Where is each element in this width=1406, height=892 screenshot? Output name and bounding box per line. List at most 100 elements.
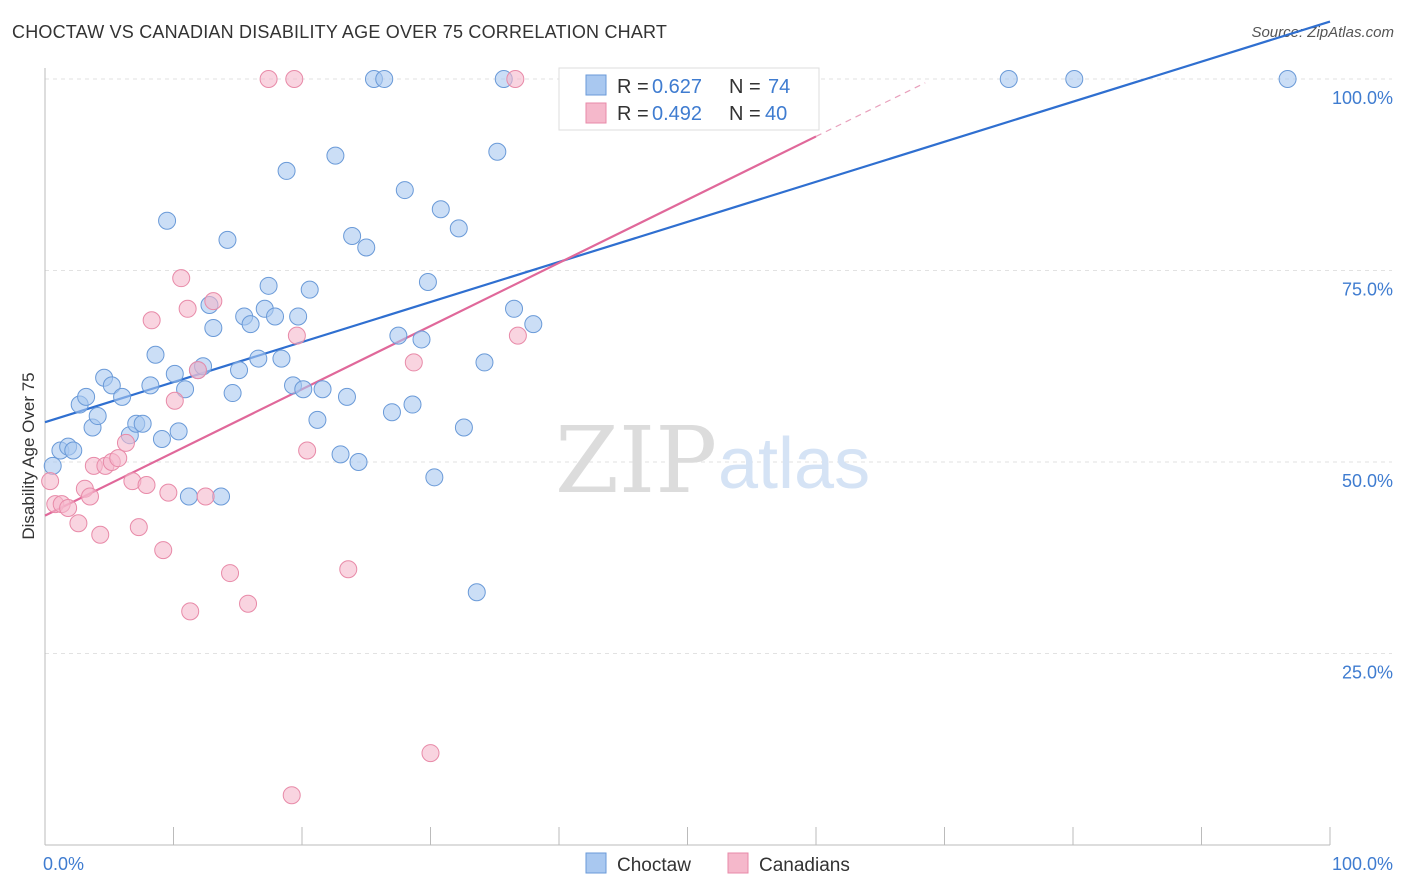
choctaw-point: [326, 146, 345, 165]
choctaw-point: [230, 361, 249, 380]
choctaw-point: [999, 70, 1018, 88]
canadians-point: [109, 449, 128, 468]
choctaw-point: [331, 445, 350, 464]
choctaw-point: [169, 422, 188, 441]
canadians-point: [172, 269, 191, 288]
choctaw-point: [179, 487, 198, 506]
bottom-legend-choctaw: Choctaw: [617, 855, 691, 876]
choctaw-point: [289, 307, 308, 326]
y-tick-label: 50.0%: [1342, 471, 1393, 491]
choctaw-point: [375, 70, 394, 88]
canadians-point: [285, 70, 304, 88]
choctaw-point: [343, 227, 362, 246]
choctaw-point: [43, 456, 62, 475]
choctaw-point: [300, 280, 319, 299]
choctaw-point: [382, 403, 401, 422]
choctaw-point: [218, 230, 237, 249]
canadians-point: [80, 487, 99, 506]
choctaw-point: [223, 384, 242, 403]
canadians-point: [287, 326, 306, 345]
chart-title: CHOCTAW VS CANADIAN DISABILITY AGE OVER …: [12, 22, 668, 42]
y-tick-labels: 25.0% 50.0% 75.0% 100.0%: [1332, 88, 1393, 683]
choctaw-point: [357, 238, 376, 257]
canadians-point: [508, 326, 527, 345]
choctaw-point: [418, 272, 437, 291]
bottom-legend-swatch-canadians: [727, 852, 749, 874]
watermark: ZIP atlas: [555, 407, 870, 514]
choctaw-point: [165, 364, 184, 383]
canadians-point: [165, 391, 184, 410]
canadians-point: [239, 594, 258, 613]
canadians-point: [204, 292, 223, 311]
choctaw-point: [133, 414, 152, 433]
canadians-point: [59, 498, 78, 517]
choctaw-point: [337, 387, 356, 406]
choctaw-point: [488, 142, 507, 161]
canadians-point: [41, 472, 60, 491]
canadians-point: [91, 525, 110, 544]
choctaw-point: [77, 387, 96, 406]
top-legend: R = 0.627 N = 74 R = 0.492 N = 40: [558, 67, 820, 131]
choctaw-point: [294, 380, 313, 399]
legend-n-label: N =: [729, 103, 761, 125]
watermark-zip: ZIP: [555, 407, 717, 514]
choctaw-point: [475, 353, 494, 372]
bottom-legend-canadians: Canadians: [759, 855, 850, 876]
choctaw-point: [403, 395, 422, 414]
bottom-legend-swatch-choctaw: [585, 852, 607, 874]
watermark-atlas: atlas: [718, 424, 870, 504]
choctaw-point: [64, 441, 83, 460]
canadians-point: [221, 564, 240, 583]
legend-n-value: 40: [765, 103, 787, 125]
choctaw-point: [313, 380, 332, 399]
canadians-point: [282, 786, 301, 805]
choctaw-point: [102, 376, 121, 395]
x-tick-labels: 0.0% 100.0%: [43, 854, 1393, 874]
choctaw-point: [467, 583, 486, 602]
choctaw-point: [449, 219, 468, 238]
legend-r-value: 0.492: [652, 103, 702, 125]
choctaw-point: [204, 318, 223, 337]
canadians-point: [116, 433, 135, 452]
choctaw-point: [152, 430, 171, 449]
canadians-point: [129, 518, 148, 537]
canadians-point: [421, 744, 440, 763]
choctaw-point: [349, 453, 368, 471]
canadians-point: [259, 70, 278, 88]
legend-r-label: R =: [617, 76, 649, 98]
legend-swatch-choctaw: [585, 74, 607, 96]
choctaw-point: [249, 349, 268, 368]
choctaw-point: [241, 315, 260, 334]
data-points: [41, 70, 1297, 805]
choctaw-point: [212, 487, 231, 506]
legend-n-value: 74: [768, 76, 790, 98]
canadians-point: [298, 441, 317, 460]
choctaw-point: [266, 307, 285, 326]
canadians-point: [196, 487, 215, 506]
choctaw-point: [259, 276, 278, 295]
choctaw-point: [524, 315, 543, 334]
x-tick-label: 100.0%: [1332, 854, 1393, 874]
legend-swatch-canadians: [585, 102, 607, 124]
choctaw-point: [395, 181, 414, 200]
canadians-point: [339, 560, 358, 579]
y-axis-label: Disability Age Over 75: [19, 372, 38, 539]
axes: [44, 68, 1331, 846]
choctaw-point: [431, 200, 450, 219]
legend-n-label: N =: [729, 76, 761, 98]
canadians-point: [69, 514, 88, 533]
canadians-point: [142, 311, 161, 330]
choctaw-point: [389, 326, 408, 345]
choctaw-point: [308, 410, 327, 429]
canadians-point: [506, 70, 525, 88]
choctaw-point: [505, 299, 524, 318]
choctaw-point: [88, 407, 107, 426]
canadians-point: [404, 353, 423, 372]
x-tick-label: 0.0%: [43, 854, 84, 874]
choctaw-point: [412, 330, 431, 349]
y-tick-label: 100.0%: [1332, 88, 1393, 108]
choctaw-point: [1065, 70, 1084, 88]
choctaw-point: [113, 387, 132, 406]
choctaw-point: [141, 376, 160, 395]
choctaw-point: [277, 161, 296, 180]
